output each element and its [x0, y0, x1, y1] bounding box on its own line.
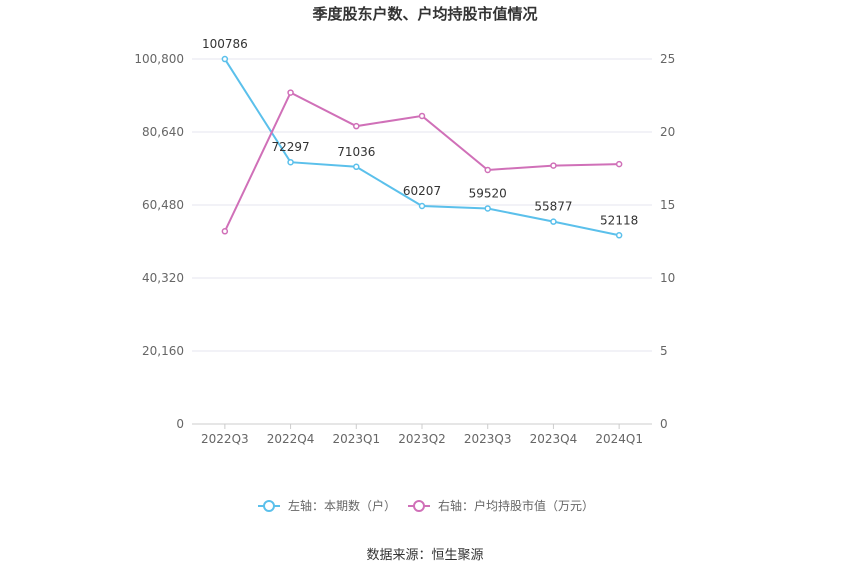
- left-tick-label: 20,160: [142, 344, 184, 358]
- right-tick-label: 5: [660, 344, 668, 358]
- right-tick-label: 20: [660, 125, 675, 139]
- left-tick-label: 100,800: [134, 52, 184, 66]
- left-axis: 0 20,160 40,320 60,480 80,640 100,800: [134, 52, 184, 431]
- right-axis: 0 5 10 15 20 25: [660, 52, 675, 431]
- legend-swatch-marker[interactable]: [413, 500, 425, 512]
- data-point[interactable]: [353, 163, 360, 171]
- data-point[interactable]: [484, 205, 491, 212]
- left-tick-label: 40,320: [142, 271, 184, 285]
- left-tick-label: 80,640: [142, 125, 184, 139]
- x-tick-label: 2023Q1: [332, 432, 380, 446]
- x-tick-label: 2024Q1: [595, 432, 643, 446]
- data-point[interactable]: [353, 122, 360, 130]
- data-point[interactable]: [615, 232, 623, 239]
- x-tick-label: 2022Q4: [267, 432, 315, 446]
- left-tick-label: 60,480: [142, 198, 184, 212]
- data-point[interactable]: [221, 228, 229, 235]
- data-label: 71036: [337, 145, 375, 159]
- legend-swatch-marker[interactable]: [263, 500, 275, 512]
- x-tick-label: 2022Q3: [201, 432, 249, 446]
- x-axis: 2022Q3 2022Q4 2023Q1 2023Q2 2023Q3 2023Q4 2024…: [201, 424, 643, 446]
- data-label: 52118: [600, 213, 638, 227]
- data-label: 60207: [403, 184, 441, 198]
- x-tick-label: 2023Q4: [530, 432, 578, 446]
- right-tick-label: 25: [660, 52, 675, 66]
- data-point[interactable]: [484, 166, 491, 174]
- data-point[interactable]: [221, 55, 229, 63]
- data-point[interactable]: [550, 218, 557, 225]
- chart-title: 季度股东户数、户均持股市值情况: [312, 5, 537, 23]
- data-label: 55877: [534, 200, 572, 214]
- data-point[interactable]: [418, 112, 426, 120]
- legend-label[interactable]: 右轴：户均持股市值（万元）: [438, 498, 594, 513]
- right-tick-label: 10: [660, 271, 675, 285]
- right-tick-label: 15: [660, 198, 675, 212]
- data-source: 数据来源：恒生聚源: [366, 548, 483, 563]
- data-label: 59520: [469, 186, 507, 200]
- data-point[interactable]: [287, 89, 294, 96]
- left-tick-label: 0: [176, 417, 184, 431]
- data-label: 72297: [271, 140, 309, 154]
- data-point[interactable]: [615, 160, 623, 168]
- data-label: 100786: [202, 37, 248, 51]
- data-point[interactable]: [550, 162, 557, 169]
- grid: [192, 58, 652, 425]
- data-point[interactable]: [287, 158, 294, 166]
- x-tick-label: 2023Q2: [398, 432, 446, 446]
- x-tick-label: 2023Q3: [464, 432, 512, 446]
- series-group: 100786 72297 71036 60207 59520 55877 52118: [202, 37, 638, 239]
- data-point[interactable]: [418, 202, 426, 210]
- legend-label[interactable]: 左轴：本期数（户）: [288, 498, 396, 513]
- right-tick-label: 0: [660, 417, 668, 431]
- legend[interactable]: 左轴：本期数（户） 右轴：户均持股市值（万元）: [258, 498, 594, 513]
